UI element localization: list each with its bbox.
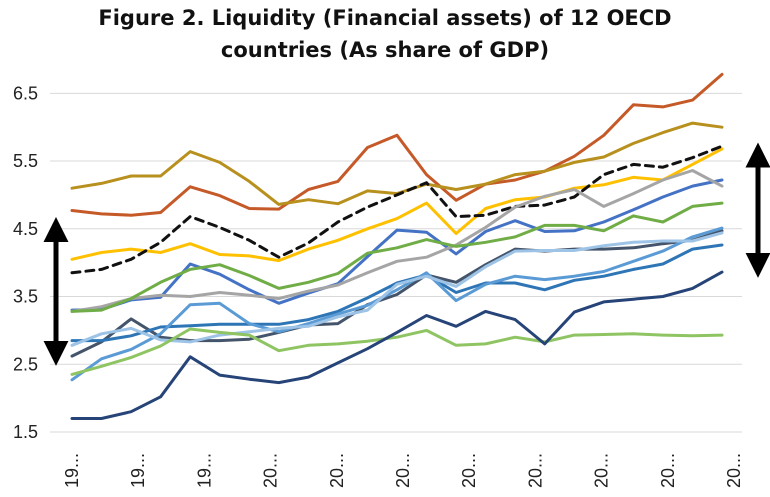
x-tick-label: 20... [658,453,678,488]
y-tick-label: 3.5 [13,287,38,307]
x-tick-label: 20... [393,453,413,488]
x-tick-label: 19... [62,453,82,488]
y-tick-label: 6.5 [13,83,38,103]
x-tick-label: 20... [261,453,281,488]
series-line [70,229,724,358]
y-tick-label: 5.5 [13,151,38,171]
x-tick-label: 19... [194,453,214,488]
series-line [70,327,724,376]
series-line [70,231,724,347]
series-line [70,144,724,275]
series-line [70,226,724,382]
series-line [70,270,724,420]
x-tick-label: 20... [525,453,545,488]
y-tick-label: 4.5 [13,219,38,239]
chart-title-line-1: Figure 2. Liquidity (Financial assets) o… [98,6,672,30]
series-line [70,201,724,313]
x-tick-label: 20... [724,453,744,488]
x-tick-label: 20... [327,453,347,488]
y-tick-label: 2.5 [13,354,38,374]
x-tick-label: 20... [592,453,612,488]
series-line [70,147,724,263]
chart-title-line-2: countries (As share of GDP) [220,38,550,62]
x-tick-label: 19... [128,453,148,488]
series-line [70,169,724,313]
x-tick-label: 20... [459,453,479,488]
y-tick-label: 1.5 [13,422,38,442]
series-line [70,72,724,217]
